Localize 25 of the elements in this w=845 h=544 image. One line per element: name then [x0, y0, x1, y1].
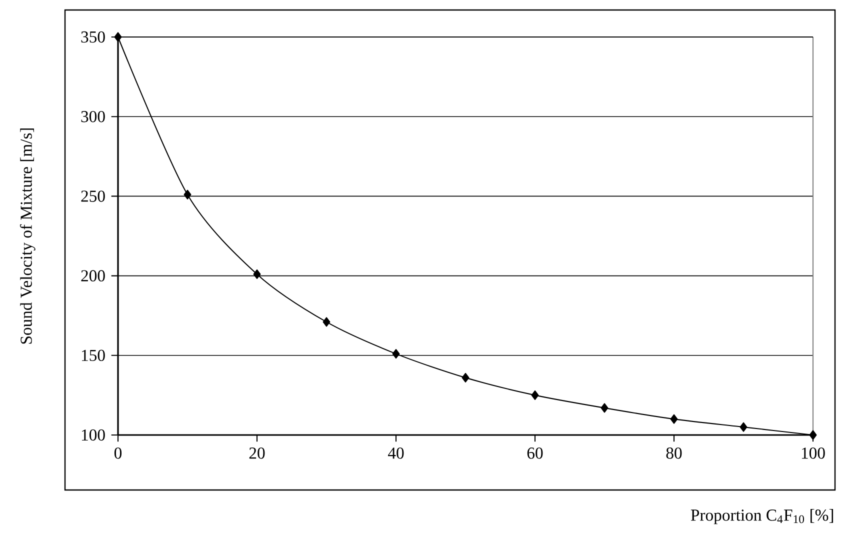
point — [114, 32, 122, 42]
x-tick-label: 0 — [114, 447, 122, 459]
y-tick-label: 100 — [82, 429, 105, 441]
point — [600, 403, 608, 413]
x-tick-label: 100 — [802, 447, 825, 459]
y-tick-label: 150 — [82, 350, 105, 362]
y-axis-title: Sound Velocity of Mixture [m/s] — [20, 128, 36, 344]
point — [809, 430, 817, 440]
point — [670, 414, 678, 424]
point — [462, 372, 470, 382]
x-tick-label: 40 — [388, 447, 404, 459]
point — [531, 390, 539, 400]
point — [740, 422, 748, 432]
x-tick-label: 80 — [666, 447, 682, 459]
y-tick-label: 300 — [81, 110, 105, 122]
x-tick-label: 60 — [527, 447, 543, 459]
y-tick-label: 350 — [81, 31, 105, 43]
y-tick-label: 200 — [81, 270, 105, 282]
point — [322, 317, 330, 327]
x-axis-title: Proportion C$_{4}$F$_{10}$ [%] — [690, 509, 834, 524]
y-tick-label: 250 — [81, 190, 105, 202]
point — [253, 269, 261, 280]
x-tick-label: 20 — [249, 447, 265, 459]
point — [184, 190, 192, 200]
point — [392, 349, 400, 359]
